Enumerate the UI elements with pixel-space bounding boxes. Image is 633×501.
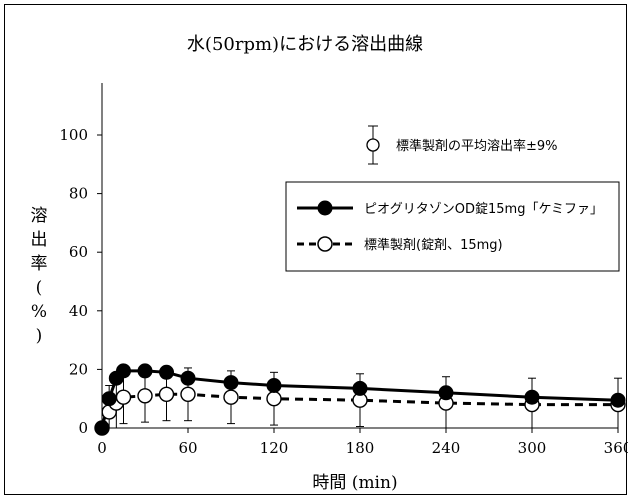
series-point-1: [137, 388, 153, 404]
legend-marker-reference: [317, 236, 333, 252]
x-tick-label: 360: [604, 439, 628, 457]
y-tick-label: 60: [69, 243, 88, 261]
x-axis-title: 時間 (min): [312, 473, 397, 493]
legend-marker-test: [317, 200, 333, 216]
series-point-0: [101, 391, 117, 407]
dissolution-chart: 水(50rpm)における溶出曲線 溶出率 (%) 0 20 40 60 80 100 0 60…: [31, 34, 633, 493]
x-tick-label: 0: [97, 439, 107, 457]
y-axis-title-char: 溶: [31, 206, 48, 226]
series-point-1: [115, 389, 132, 405]
series-point-0: [137, 363, 153, 379]
series-point-0: [524, 389, 540, 405]
y-tick-label: 20: [69, 360, 88, 378]
y-tick-label: 0: [78, 419, 88, 437]
series-point-0: [223, 375, 239, 391]
y-tick-label: 100: [59, 126, 88, 144]
series-point-1: [223, 389, 239, 405]
y-ticks: 0 20 40 60 80 100: [59, 126, 102, 437]
x-tick-label: 240: [432, 439, 461, 457]
errorbar-legend-marker: [366, 138, 380, 152]
x-tick-label: 120: [260, 439, 289, 457]
y-axis-title-char: 率: [31, 254, 48, 274]
errorbar-legend-label: 標準製剤の平均溶出率±9%: [396, 138, 558, 154]
series-point-1: [158, 386, 175, 402]
x-tick-label: 300: [518, 439, 547, 457]
series-point-0: [159, 364, 174, 380]
y-axis-title-char: 出: [31, 230, 48, 250]
errorbar-legend: 標準製剤の平均溶出率±9%: [366, 125, 558, 165]
series-point-1: [180, 386, 196, 402]
series-point-0: [352, 380, 368, 396]
series-point-0: [610, 392, 626, 408]
legend: ピオグリタゾンOD錠15mg「ケミファ」 標準製剤(錠剤、15mg): [285, 181, 620, 272]
series-point-0: [116, 363, 131, 379]
y-tick-label: 80: [69, 185, 88, 203]
y-axis-title-char: %: [31, 302, 47, 322]
series-point-0: [94, 420, 110, 436]
x-ticks: 0 60 120 180 240 300 360: [97, 428, 632, 457]
series-point-1: [266, 391, 282, 407]
legend-label-reference: 標準製剤(錠剤、15mg): [364, 237, 503, 253]
series-point-0: [266, 378, 282, 393]
legend-label-test: ピオグリタゾンOD錠15mg「ケミファ」: [364, 202, 603, 217]
chart-title: 水(50rpm)における溶出曲線: [187, 34, 423, 55]
y-axis-title-char: (: [36, 278, 43, 298]
x-tick-label: 60: [178, 439, 197, 457]
y-axis-title-char: ): [36, 326, 43, 346]
chart-frame: 水(50rpm)における溶出曲線 溶出率 (%) 0 20 40 60 80 100 0 60…: [4, 4, 633, 495]
series-point-0: [438, 385, 454, 401]
y-tick-label: 40: [69, 302, 88, 320]
series-point-0: [180, 370, 196, 386]
legend-box: [285, 181, 620, 272]
series-points: [94, 363, 626, 436]
x-tick-label: 180: [346, 439, 375, 457]
y-axis-title: 溶出率 (%): [31, 206, 48, 346]
